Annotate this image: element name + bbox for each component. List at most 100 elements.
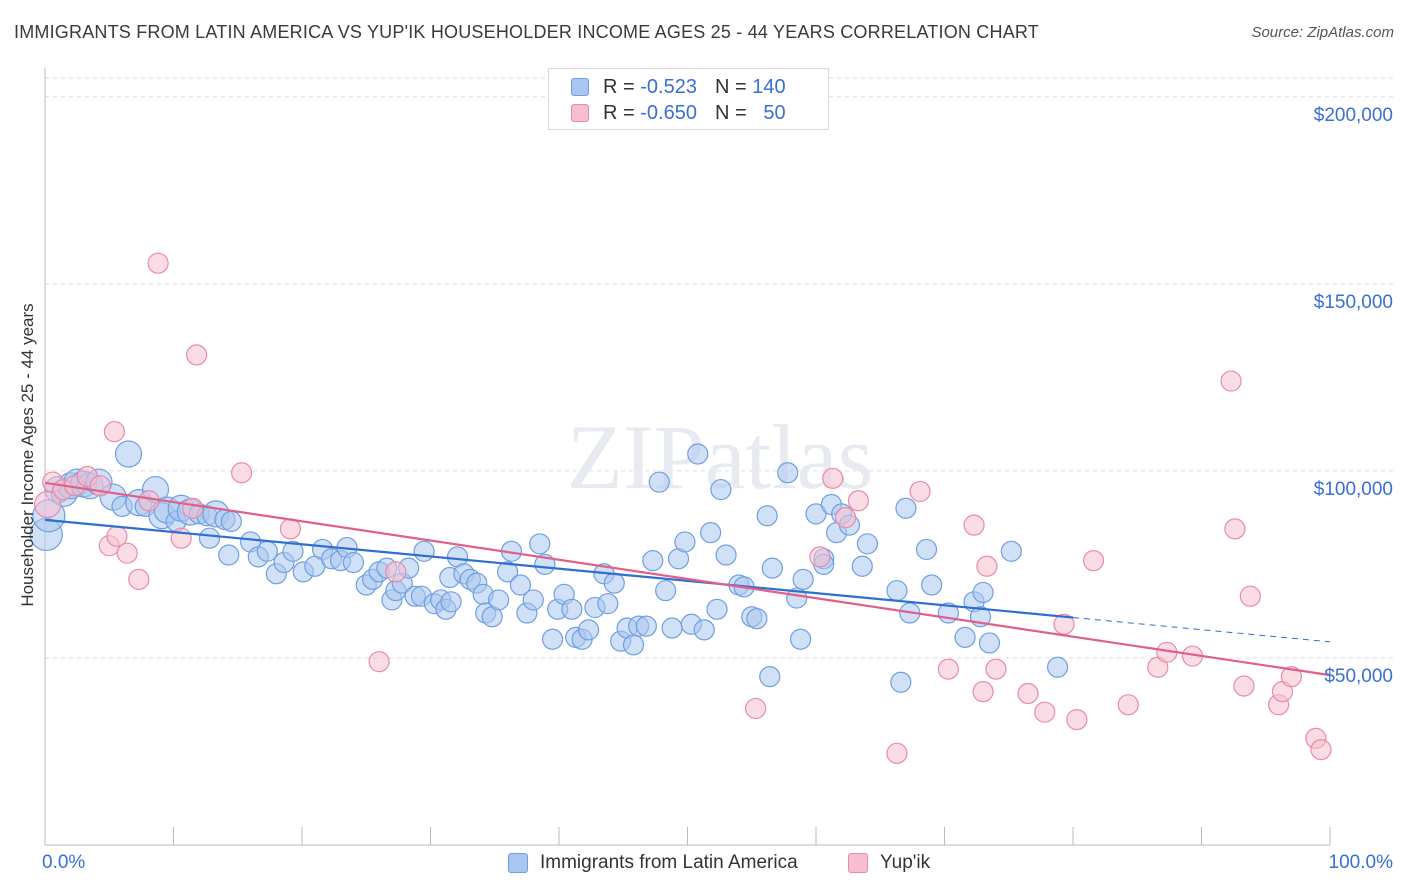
data-point-immigrants <box>413 540 435 562</box>
data-point-immigrants <box>529 533 551 555</box>
data-point-immigrants <box>661 617 683 639</box>
data-point-yupik <box>886 742 908 764</box>
data-point-immigrants <box>978 632 1001 654</box>
data-point-immigrants <box>497 561 519 583</box>
data-point-immigrants <box>220 510 242 532</box>
y-tick-label: $200,000 <box>1313 104 1393 126</box>
legend-swatch-pink <box>571 104 589 122</box>
legend-label: Immigrants from Latin America <box>540 852 798 873</box>
data-point-immigrants <box>635 615 657 637</box>
data-point-immigrants <box>509 574 532 596</box>
n-value: 140 <box>752 75 786 98</box>
data-point-yupik <box>368 651 390 673</box>
data-point-yupik <box>116 542 138 564</box>
data-point-yupik <box>1239 585 1261 607</box>
data-point-yupik <box>809 546 831 568</box>
data-point-yupik <box>138 490 160 512</box>
source-label: Source: ZipAtlas.com <box>1251 24 1394 41</box>
data-point-yupik <box>1310 738 1332 761</box>
series-immigrants-points <box>29 440 1069 693</box>
data-point-immigrants <box>921 574 943 596</box>
data-point-immigrants <box>786 587 808 609</box>
data-point-immigrants <box>895 497 917 519</box>
chart-title: IMMIGRANTS FROM LATIN AMERICA VS YUP'IK … <box>14 22 1039 42</box>
data-point-yupik <box>745 697 767 720</box>
legend-swatch-pink <box>848 853 868 873</box>
data-point-immigrants <box>642 550 664 572</box>
n-label: N = <box>714 75 747 98</box>
trend-line-immigrants-extension <box>1072 617 1331 643</box>
data-point-immigrants <box>218 544 240 566</box>
series-yupik-points <box>33 252 1332 764</box>
data-point-immigrants <box>805 503 827 525</box>
data-point-yupik <box>1224 518 1246 540</box>
data-point-immigrants <box>746 608 768 630</box>
trend-layer <box>44 481 1331 677</box>
data-point-immigrants <box>706 598 728 620</box>
data-point-yupik <box>279 518 302 540</box>
data-point-immigrants <box>759 666 781 688</box>
data-point-immigrants <box>972 581 994 604</box>
r-label: R = <box>603 101 635 124</box>
data-point-immigrants <box>198 527 221 549</box>
data-point-immigrants <box>886 579 908 602</box>
data-point-immigrants <box>622 634 645 656</box>
data-point-yupik <box>33 490 62 519</box>
data-point-immigrants <box>792 568 814 590</box>
legend-swatch-blue <box>571 78 589 96</box>
r-value: -0.523 <box>640 75 697 98</box>
data-point-yupik <box>147 252 169 274</box>
x-tick-max: 100.0% <box>1328 852 1393 873</box>
data-point-immigrants <box>915 538 938 561</box>
data-point-yupik <box>937 658 959 680</box>
n-value: 50 <box>763 101 786 124</box>
trend-line-immigrants <box>44 518 1074 619</box>
data-point-yupik <box>834 507 857 529</box>
n-label: N = <box>714 101 747 124</box>
r-label: R = <box>603 75 635 98</box>
data-point-yupik <box>1066 709 1088 731</box>
legend-item-immigrants[interactable]: Immigrants from Latin America <box>508 852 798 874</box>
data-point-yupik <box>985 658 1007 680</box>
data-point-yupik <box>186 344 208 366</box>
legend-item-yupik[interactable]: Yup'ik <box>848 852 930 874</box>
data-point-immigrants <box>342 551 364 574</box>
data-point-immigrants <box>655 579 677 602</box>
legend-label: Yup'ik <box>880 852 931 873</box>
data-point-immigrants <box>890 671 912 693</box>
y-tick-label: $50,000 <box>1324 665 1393 687</box>
legend-row-immigrants: R = -0.523 N = 140 <box>571 74 786 100</box>
correlation-legend: R = -0.523 N = 140 R = -0.650 N = 50 <box>548 68 829 130</box>
data-point-immigrants <box>687 443 709 465</box>
data-point-immigrants <box>561 598 583 620</box>
data-point-immigrants <box>851 555 873 577</box>
data-point-immigrants <box>1000 540 1022 562</box>
data-point-yupik <box>1034 701 1056 723</box>
data-point-immigrants <box>541 628 564 650</box>
data-point-immigrants <box>693 619 715 641</box>
x-tick-min: 0.0% <box>42 852 86 873</box>
y-axis-label: Householder Income Ages 25 - 44 years <box>18 303 37 607</box>
y-tick-label: $100,000 <box>1313 478 1393 500</box>
data-point-yupik <box>1220 370 1242 392</box>
data-point-immigrants <box>756 505 778 527</box>
data-point-yupik <box>182 497 204 519</box>
data-point-immigrants <box>674 531 696 553</box>
data-point-immigrants <box>710 478 732 501</box>
data-point-immigrants <box>603 572 625 594</box>
data-point-immigrants <box>856 533 879 555</box>
legend-swatch-blue <box>508 853 528 873</box>
series-legend: Immigrants from Latin America Yup'ik <box>0 852 1406 878</box>
data-point-yupik <box>1117 694 1139 716</box>
data-point-yupik <box>1082 550 1105 572</box>
data-point-immigrants <box>440 591 462 613</box>
trend-line-yupik <box>44 481 1331 677</box>
data-point-yupik <box>1233 675 1255 697</box>
data-point-immigrants <box>777 462 799 484</box>
data-point-yupik <box>128 568 150 590</box>
data-point-yupik <box>822 467 844 489</box>
data-point-yupik <box>231 462 253 484</box>
data-point-immigrants <box>282 540 304 562</box>
data-point-yupik <box>847 490 870 512</box>
